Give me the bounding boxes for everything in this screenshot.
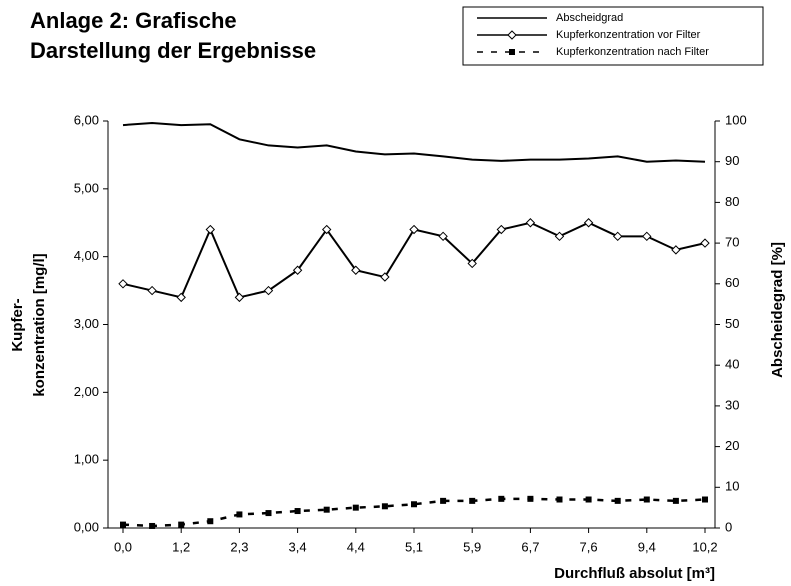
x-tick-label: 1,2	[172, 539, 190, 554]
data-point	[642, 231, 652, 242]
data-point	[292, 265, 303, 275]
legend-label: Kupferkonzentration nach Filter	[556, 46, 709, 58]
data-point	[612, 231, 623, 242]
data-point	[469, 497, 476, 504]
data-point	[440, 497, 447, 504]
data-point	[556, 496, 563, 503]
data-point	[176, 292, 186, 303]
legend-label: Kupferkonzentration vor Filter	[556, 29, 701, 41]
y-tick-label: 5,00	[74, 180, 99, 195]
y-tick-label: 2,00	[74, 384, 99, 399]
x-tick-label: 6,7	[521, 539, 539, 554]
data-point	[147, 285, 157, 296]
data-point	[323, 506, 330, 513]
data-point	[205, 224, 216, 235]
y2-axis-label: Abscheidegrad [%]	[769, 242, 786, 378]
y-tick-label: 0,00	[74, 519, 99, 534]
data-point	[352, 504, 359, 511]
data-point	[438, 231, 448, 242]
data-point	[702, 496, 708, 503]
data-point	[265, 510, 272, 517]
data-point	[411, 501, 417, 508]
data-point	[643, 496, 650, 503]
y-axis-label: Kupfer-	[9, 298, 26, 351]
y-tick-label: 3,00	[74, 316, 99, 331]
data-point	[234, 292, 245, 303]
data-point	[118, 279, 128, 289]
x-tick-label: 2,3	[230, 539, 248, 554]
legend-marker	[507, 30, 517, 40]
series-line	[122, 122, 706, 163]
y2-tick-label: 60	[725, 275, 739, 290]
chart-title: Anlage 2: Grafische	[30, 8, 237, 33]
data-point	[321, 224, 332, 235]
data-point	[381, 503, 388, 510]
data-point	[236, 511, 243, 518]
data-point	[207, 518, 214, 525]
y2-tick-label: 20	[725, 438, 739, 453]
data-point	[149, 522, 156, 529]
data-point	[700, 238, 710, 248]
y2-tick-label: 70	[725, 235, 739, 250]
y2-tick-label: 30	[725, 397, 739, 412]
y-tick-label: 1,00	[74, 452, 99, 467]
y-axis-label: konzentration [mg/l]	[31, 253, 48, 396]
y2-tick-label: 90	[725, 153, 739, 168]
x-tick-label: 3,4	[289, 539, 307, 554]
x-tick-label: 7,6	[580, 539, 598, 554]
data-point	[583, 218, 594, 228]
y-tick-label: 4,00	[74, 248, 99, 263]
data-point	[263, 285, 274, 296]
data-point	[351, 265, 361, 275]
data-point	[498, 495, 505, 502]
data-point	[120, 521, 126, 528]
legend-marker	[509, 49, 515, 55]
data-point	[496, 224, 507, 235]
data-point	[672, 497, 679, 504]
data-point	[409, 224, 419, 235]
data-point	[178, 521, 185, 528]
x-tick-label: 9,4	[638, 539, 656, 554]
data-point	[467, 258, 477, 269]
data-point	[585, 496, 592, 503]
x-tick-label: 0,0	[114, 539, 132, 554]
y2-tick-label: 40	[725, 357, 739, 372]
data-point	[380, 272, 390, 282]
y2-tick-label: 0	[725, 519, 732, 534]
data-point	[527, 495, 534, 502]
x-tick-label: 5,9	[463, 539, 481, 554]
data-point	[294, 508, 301, 515]
data-point	[614, 497, 621, 504]
data-point	[554, 231, 565, 242]
y2-tick-label: 80	[725, 194, 739, 209]
chart-title: Darstellung der Ergebnisse	[30, 38, 316, 63]
x-tick-label: 4,4	[347, 539, 365, 554]
legend-label: Abscheidgrad	[556, 12, 623, 24]
x-tick-label: 10,2	[692, 539, 717, 554]
data-point	[671, 245, 681, 255]
x-tick-label: 5,1	[405, 539, 423, 554]
y2-tick-label: 50	[725, 316, 739, 331]
y-tick-label: 6,00	[74, 112, 99, 127]
y2-tick-label: 10	[725, 479, 739, 494]
y2-tick-label: 100	[725, 112, 747, 127]
data-point	[525, 218, 536, 228]
x-axis-label: Durchfluß absolut [m³]	[554, 565, 715, 582]
